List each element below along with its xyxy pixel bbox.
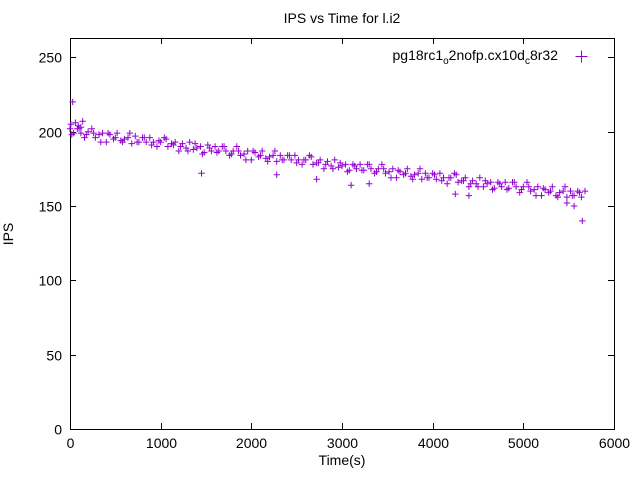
y-tick-label: 150 xyxy=(39,199,63,215)
axis-ticks xyxy=(70,38,615,430)
x-tick-label: 3000 xyxy=(327,435,358,451)
x-tick-label: 4000 xyxy=(418,435,449,451)
legend-label-part: 2nofp.cx10d xyxy=(448,47,525,63)
x-tick-label: 6000 xyxy=(599,435,630,451)
x-tick-label: 1000 xyxy=(146,435,177,451)
y-axis-label: IPS xyxy=(0,222,16,246)
legend-plus-icon xyxy=(575,50,588,63)
y-tick-label: 250 xyxy=(39,50,63,66)
legend-label-sub: c xyxy=(524,55,530,67)
legend-label-sub: o xyxy=(443,55,449,67)
y-tick-label: 100 xyxy=(39,273,63,289)
x-tick-label: 2000 xyxy=(236,435,267,451)
y-tick-label: 50 xyxy=(46,348,62,364)
legend-plus-path xyxy=(575,50,588,63)
legend-label: pg18rc1o2nofp.cx10dc8r32 xyxy=(393,47,558,67)
chart-title: IPS vs Time for l.i2 xyxy=(283,10,401,26)
legend-label-part: 8r32 xyxy=(529,47,558,63)
x-tick-label: 5000 xyxy=(508,435,539,451)
y-tick-label: 0 xyxy=(54,422,62,438)
x-axis-label: Time(s) xyxy=(318,452,366,468)
y-tick-label: 200 xyxy=(39,125,63,141)
plot-border xyxy=(70,38,615,430)
x-tick-label: 0 xyxy=(67,435,75,451)
legend-label-part: pg18rc1 xyxy=(392,47,444,63)
data-points xyxy=(66,98,589,225)
legend: pg18rc1o2nofp.cx10dc8r32 xyxy=(393,47,588,67)
